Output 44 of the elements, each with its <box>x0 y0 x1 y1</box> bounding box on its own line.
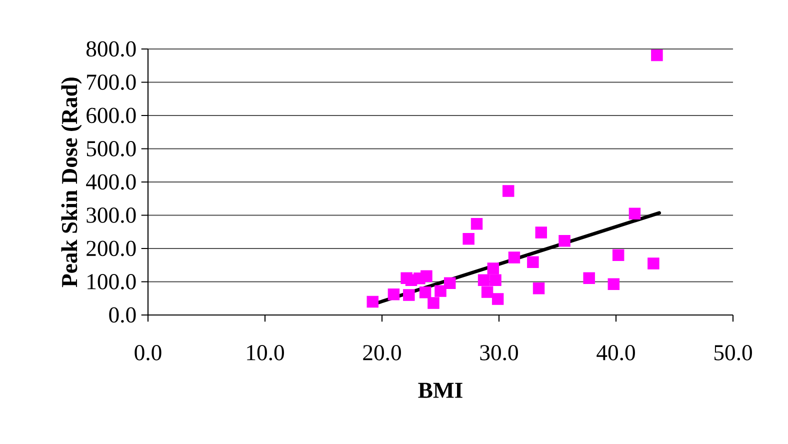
point <box>527 256 539 268</box>
point <box>608 278 620 290</box>
x-tick-label: 30.0 <box>480 345 518 360</box>
point <box>478 274 490 286</box>
point <box>532 282 545 294</box>
point <box>612 249 624 262</box>
point <box>651 49 663 62</box>
y-tick-label: 100.0 <box>88 274 136 290</box>
point <box>558 234 570 247</box>
y-tick-label: 0.0 <box>109 307 136 323</box>
point <box>366 296 379 308</box>
y-tick-label: 500.0 <box>86 141 136 156</box>
y-tick-label: 200.0 <box>86 240 136 256</box>
point <box>508 252 520 264</box>
x-tick-label: 10.0 <box>247 345 284 360</box>
point <box>487 262 500 274</box>
x-tick-label: 40.0 <box>596 345 635 360</box>
point <box>628 208 641 220</box>
point <box>648 258 660 270</box>
x-axis-title: BMI <box>418 382 462 398</box>
x-tick-label: 0.0 <box>134 345 162 360</box>
point <box>462 232 474 245</box>
point <box>492 293 504 305</box>
y-axis-title: Peak Skin Dose (Rad) <box>61 78 82 288</box>
point <box>502 185 514 197</box>
point <box>419 286 432 298</box>
point <box>420 270 432 282</box>
point <box>434 285 446 297</box>
y-tick-label: 700.0 <box>87 74 136 90</box>
y-tick-label: 300.0 <box>86 208 136 223</box>
point <box>481 286 494 298</box>
point <box>535 226 547 238</box>
y-tick-label: 800.0 <box>86 41 136 57</box>
point <box>428 297 440 309</box>
point <box>470 218 483 230</box>
point <box>583 272 595 284</box>
x-tick-label: 50.0 <box>714 345 752 360</box>
point <box>490 274 502 286</box>
point <box>403 289 415 301</box>
point <box>444 277 456 289</box>
point <box>388 288 400 300</box>
y-tick-label: 400.0 <box>86 174 136 190</box>
y-tick-label: 600.0 <box>86 108 136 124</box>
x-tick-label: 20.0 <box>363 345 401 360</box>
